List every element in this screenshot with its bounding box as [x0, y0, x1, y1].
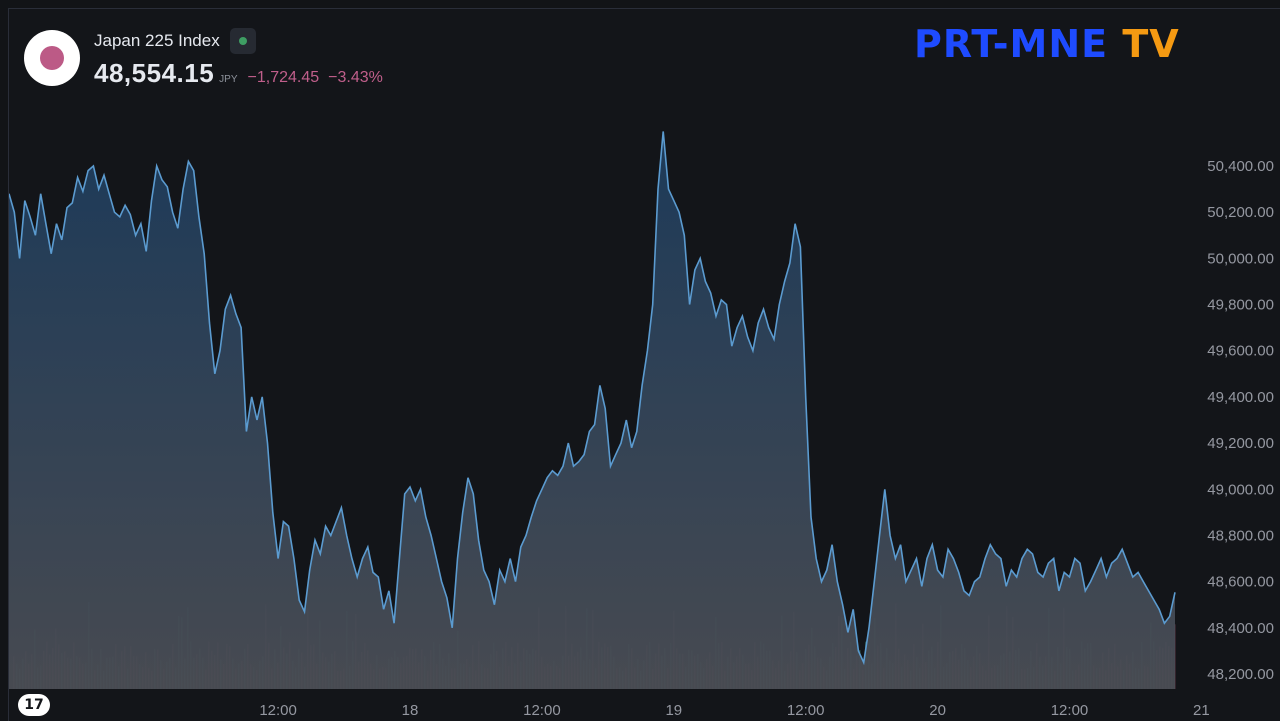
x-tick-label: 18: [402, 702, 419, 719]
y-tick-label: 48,800.00: [1207, 528, 1274, 545]
japan-flag-icon: [24, 30, 80, 86]
index-name: Japan 225 Index: [94, 31, 220, 50]
y-tick-label: 49,400.00: [1207, 389, 1274, 406]
y-tick-label: 48,200.00: [1207, 666, 1274, 683]
symbol-header: Japan 225 Index 48,554.15 JPY −1,724.45 …: [24, 28, 383, 89]
x-tick-label: 12:00: [1051, 702, 1089, 719]
y-tick-label: 50,000.00: [1207, 250, 1274, 267]
tradingview-logo-icon[interactable]: 17: [18, 694, 50, 716]
y-tick-label: 49,600.00: [1207, 343, 1274, 360]
market-status-icon[interactable]: [229, 28, 256, 54]
x-tick-label: 12:00: [523, 702, 561, 719]
x-tick-label: 12:00: [787, 702, 825, 719]
price-change-percent: −3.43%: [328, 69, 383, 86]
price-line: [9, 131, 1176, 666]
chart-frame: 50,400.00 50,200.00 50,000.00 49,800.00 49,6…: [8, 8, 1280, 721]
x-tick-label: 19: [665, 702, 682, 719]
y-tick-label: 50,400.00: [1207, 158, 1274, 175]
y-tick-label: 49,200.00: [1207, 435, 1274, 452]
y-tick-label: 50,200.00: [1207, 204, 1274, 221]
last-price: 48,554.15: [94, 58, 215, 88]
x-tick-label: 12:00: [259, 702, 297, 719]
y-tick-label: 48,400.00: [1207, 620, 1274, 637]
price-chart[interactable]: 50,400.00 50,200.00 50,000.00 49,800.00 49,6…: [9, 9, 1280, 721]
currency-label: JPY: [219, 74, 238, 85]
y-tick-label: 49,800.00: [1207, 297, 1274, 314]
y-tick-label: 48,600.00: [1207, 574, 1274, 591]
y-tick-label: 49,000.00: [1207, 481, 1274, 498]
port-mone-tv-logo: PRT-MNE TV: [914, 22, 1180, 66]
price-change: −1,724.45: [247, 69, 320, 86]
price-area: [9, 131, 1175, 689]
x-tick-label: 21: [1193, 702, 1210, 719]
x-tick-label: 20: [929, 702, 946, 719]
